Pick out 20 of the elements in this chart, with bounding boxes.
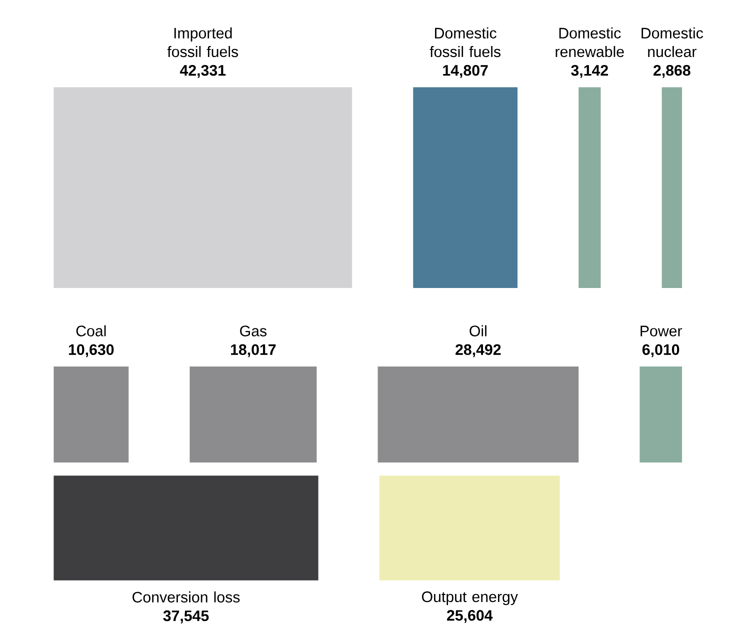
data-label: 14,807 xyxy=(443,64,488,78)
data-label: 6,010 xyxy=(642,344,680,358)
data-label: 10,630 xyxy=(68,344,114,358)
category-label: Output energy xyxy=(422,591,518,606)
category-label: Domestic nuclear xyxy=(642,27,704,58)
category-label: Gas xyxy=(240,326,267,336)
category-label: Coal xyxy=(76,325,106,336)
data-label: 3,142 xyxy=(571,64,608,78)
data-label: 28,492 xyxy=(456,344,501,358)
category-label: Conversion loss xyxy=(132,591,240,603)
category-label: Domestic renewable xyxy=(556,27,624,58)
data-label: 42,331 xyxy=(180,64,226,78)
category-label: Power xyxy=(640,326,682,336)
data-label: 2,868 xyxy=(654,64,690,78)
data-label: 37,545 xyxy=(163,610,209,624)
category-label: Domestic fossil fuels xyxy=(430,27,500,58)
category-label: Imported fossil fuels xyxy=(167,27,238,58)
data-label: 25,604 xyxy=(447,610,493,623)
category-label: Oil xyxy=(470,325,486,336)
data-label: 18,017 xyxy=(231,344,276,358)
